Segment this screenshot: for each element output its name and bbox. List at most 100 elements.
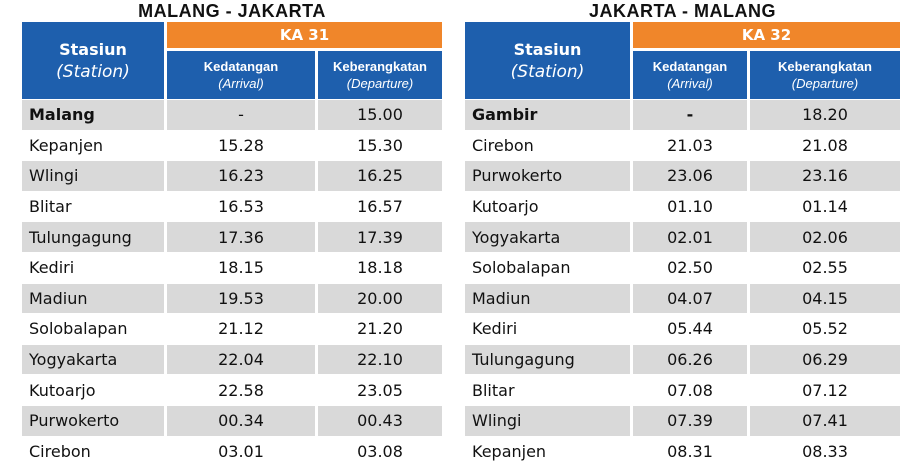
- departure-header-label: Keberangkatan: [778, 59, 872, 74]
- table-row: Blitar 07.08 07.12: [465, 374, 900, 405]
- table-row: Malang -15.00: [22, 99, 442, 130]
- departure-cell: 23.05: [318, 374, 442, 405]
- station-cell: Kepanjen: [22, 129, 167, 161]
- station-cell: Madiun: [22, 282, 167, 314]
- departure-header-label: Keberangkatan: [333, 59, 427, 74]
- table-row: Solobalapan 21.12 21.20: [22, 313, 442, 344]
- departure-cell: 22.10: [318, 343, 442, 375]
- table-row: Cirebon 21.03 21.08: [465, 129, 900, 161]
- station-cell: Madiun: [465, 282, 633, 314]
- station-cell: Purwokerto: [22, 404, 167, 436]
- schedule-table: Stasiun (Station) KA 31 Kedatangan (Arri…: [22, 22, 442, 467]
- departure-cell: 00.43: [318, 404, 442, 436]
- arrival-header-label: Kedatangan: [203, 59, 279, 74]
- departure-cell: 07.41: [750, 404, 900, 436]
- arrival-cell: 15.28: [167, 129, 318, 161]
- train-number-header: KA 31: [167, 22, 442, 51]
- station-cell: Yogyakarta: [465, 221, 633, 252]
- arrival-cell: 22.58: [167, 374, 318, 405]
- table-row: Yogyakarta 02.01 02.06: [465, 221, 900, 252]
- departure-cell: 16.25: [318, 160, 442, 191]
- station-cell: Wlingi: [465, 404, 633, 436]
- station-header-translation: (Station): [510, 61, 585, 82]
- departure-cell: 18.18: [318, 251, 442, 283]
- departure-cell: 20.00: [318, 282, 442, 314]
- table-row: Tulungagung 17.36 17.39: [22, 221, 442, 252]
- station-column-header: Stasiun (Station): [22, 22, 167, 99]
- departure-cell: 06.29: [750, 343, 900, 375]
- arrival-cell: 07.08: [633, 374, 750, 405]
- departure-cell: 03.08: [318, 435, 442, 467]
- arrival-cell: 06.26: [633, 343, 750, 375]
- arrival-header-translation: (Arrival): [218, 76, 264, 91]
- departure-column-header: Keberangkatan (Departure): [318, 51, 442, 99]
- station-cell: Kutoarjo: [22, 374, 167, 405]
- arrival-cell: 03.01: [167, 435, 318, 467]
- arrival-cell: 00.34: [167, 404, 318, 436]
- table-row: Kediri 05.44 05.52: [465, 313, 900, 344]
- arrival-cell: 01.10: [633, 190, 750, 222]
- arrival-cell: 16.23: [167, 160, 318, 191]
- departure-cell: 08.33: [750, 435, 900, 467]
- table-row: Cirebon 03.01 03.08: [22, 435, 442, 467]
- station-header-label: Stasiun: [513, 39, 582, 59]
- departure-column-header: Keberangkatan (Departure): [750, 51, 900, 99]
- arrival-column-header: Kedatangan (Arrival): [633, 51, 750, 99]
- departure-cell: 21.20: [318, 313, 442, 344]
- departure-cell: 17.39: [318, 221, 442, 252]
- arrival-cell: 17.36: [167, 221, 318, 252]
- table-row: Purwokerto 00.34 00.43: [22, 404, 442, 436]
- table-row: Kepanjen 08.31 08.33: [465, 435, 900, 467]
- station-header-translation: (Station): [56, 61, 130, 82]
- arrival-cell: 21.12: [167, 313, 318, 344]
- departure-cell: 16.57: [318, 190, 442, 222]
- station-cell: Solobalapan: [22, 313, 167, 344]
- table-row: Kutoarjo 01.10 01.14: [465, 190, 900, 222]
- departure-header-translation: (Departure): [346, 76, 414, 91]
- arrival-cell: 08.31: [633, 435, 750, 467]
- schedule-panel-jakarta-malang: JAKARTA - MALANG Stasiun (Station) KA 32…: [465, 0, 900, 467]
- arrival-cell: 21.03: [633, 129, 750, 161]
- table-row: Blitar 16.53 16.57: [22, 190, 442, 222]
- schedule-table: Stasiun (Station) KA 32 Kedatangan (Arri…: [465, 22, 900, 467]
- route-title: MALANG - JAKARTA: [138, 1, 326, 21]
- route-title: JAKARTA - MALANG: [589, 1, 776, 21]
- table-row: Wlingi 16.23 16.25: [22, 160, 442, 191]
- arrival-cell: 07.39: [633, 404, 750, 436]
- departure-cell: 02.06: [750, 221, 900, 252]
- station-cell: Kepanjen: [465, 435, 633, 467]
- arrival-cell: 16.53: [167, 190, 318, 222]
- station-cell: Blitar: [22, 190, 167, 222]
- arrival-cell: 04.07: [633, 282, 750, 314]
- table-row: Kutoarjo 22.58 23.05: [22, 374, 442, 405]
- arrival-cell: 02.01: [633, 221, 750, 252]
- table-row: Madiun 04.07 04.15: [465, 282, 900, 314]
- departure-cell: 05.52: [750, 313, 900, 344]
- table-row: Yogyakarta 22.04 22.10: [22, 343, 442, 375]
- station-cell: Tulungagung: [22, 221, 167, 252]
- arrival-cell: 19.53: [167, 282, 318, 314]
- station-cell: Malang: [22, 99, 167, 130]
- departure-header-translation: (Departure): [791, 76, 859, 91]
- departure-cell: 15.00: [318, 99, 442, 130]
- arrival-cell: -: [167, 99, 318, 130]
- departure-cell: 01.14: [750, 190, 900, 222]
- arrival-cell: -: [633, 99, 750, 130]
- table-row: Tulungagung 06.26 06.29: [465, 343, 900, 375]
- station-cell: Yogyakarta: [22, 343, 167, 375]
- departure-cell: 04.15: [750, 282, 900, 314]
- departure-cell: 18.20: [750, 99, 900, 130]
- table-row: Solobalapan 02.50 02.55: [465, 251, 900, 283]
- station-cell: Kediri: [22, 251, 167, 283]
- arrival-cell: 23.06: [633, 160, 750, 191]
- schedule-panel-malang-jakarta: MALANG - JAKARTA Stasiun (Station) KA 31…: [22, 0, 442, 467]
- table-row: Gambir -18.20: [465, 99, 900, 130]
- station-cell: Cirebon: [22, 435, 167, 467]
- arrival-cell: 02.50: [633, 251, 750, 283]
- departure-cell: 07.12: [750, 374, 900, 405]
- station-cell: Kutoarjo: [465, 190, 633, 222]
- station-cell: Solobalapan: [465, 251, 633, 283]
- table-row: Kediri 18.15 18.18: [22, 251, 442, 283]
- arrival-cell: 18.15: [167, 251, 318, 283]
- table-row: Purwokerto 23.06 23.16: [465, 160, 900, 191]
